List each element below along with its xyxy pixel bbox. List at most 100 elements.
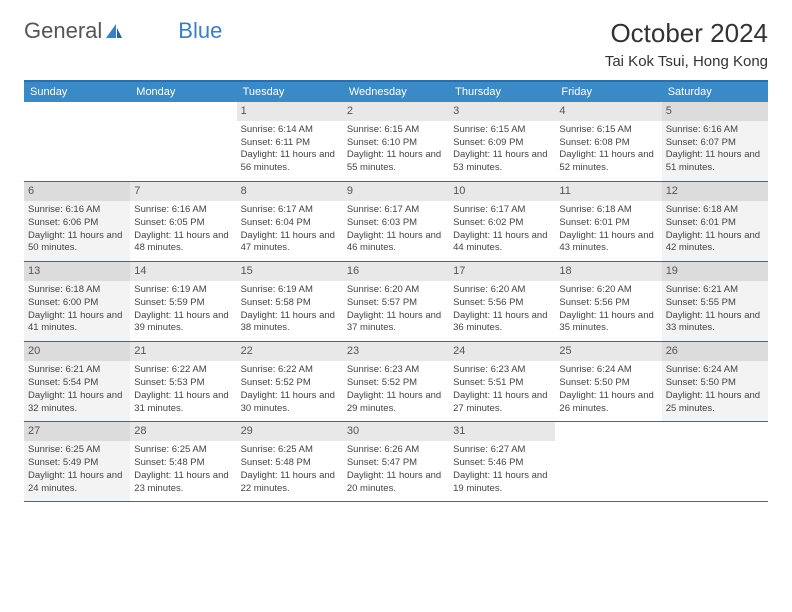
day-number: 13 (24, 262, 130, 281)
sunset-text: Sunset: 5:58 PM (241, 297, 339, 310)
daylight-text: Daylight: 11 hours and 35 minutes. (559, 310, 657, 336)
sunset-text: Sunset: 5:46 PM (453, 457, 551, 470)
sunrise-text: Sunrise: 6:16 AM (134, 204, 232, 217)
day-number: 31 (449, 422, 555, 441)
sunrise-text: Sunrise: 6:21 AM (28, 364, 126, 377)
sunrise-text: Sunrise: 6:18 AM (666, 204, 764, 217)
sunrise-text: Sunrise: 6:27 AM (453, 444, 551, 457)
daylight-text: Daylight: 11 hours and 32 minutes. (28, 390, 126, 416)
day-number: 30 (343, 422, 449, 441)
day-cell: 4Sunrise: 6:15 AMSunset: 6:08 PMDaylight… (555, 102, 661, 181)
daylight-text: Daylight: 11 hours and 27 minutes. (453, 390, 551, 416)
sunrise-text: Sunrise: 6:23 AM (453, 364, 551, 377)
sunset-text: Sunset: 5:56 PM (559, 297, 657, 310)
day-cell: 31 Sunrise: 6:27 AMSunset: 5:46 PMDayligh… (449, 422, 555, 501)
sunrise-text: Sunrise: 6:22 AM (134, 364, 232, 377)
week-row: 13Sunrise: 6:18 AMSunset: 6:00 PMDayligh… (24, 262, 768, 342)
weekday-header: Thursday (449, 82, 555, 102)
day-cell: 20Sunrise: 6:21 AMSunset: 5:54 PMDayligh… (24, 342, 130, 421)
day-number: 18 (555, 262, 661, 281)
sunrise-text: Sunrise: 6:18 AM (28, 284, 126, 297)
day-number: 9 (343, 182, 449, 201)
day-number: 11 (555, 182, 661, 201)
sunset-text: Sunset: 5:52 PM (241, 377, 339, 390)
daylight-text: Daylight: 11 hours and 44 minutes. (453, 230, 551, 256)
day-number: 29 (237, 422, 343, 441)
day-cell (24, 102, 130, 181)
day-cell: 5Sunrise: 6:16 AMSunset: 6:07 PMDaylight… (662, 102, 768, 181)
sunrise-text: Sunrise: 6:17 AM (347, 204, 445, 217)
day-cell (662, 422, 768, 501)
sunset-text: Sunset: 5:56 PM (453, 297, 551, 310)
daylight-text: Daylight: 11 hours and 20 minutes. (347, 470, 445, 496)
week-row: 1Sunrise: 6:14 AMSunset: 6:11 PMDaylight… (24, 102, 768, 182)
weekday-header: Saturday (662, 82, 768, 102)
day-number: 17 (449, 262, 555, 281)
daylight-text: Daylight: 11 hours and 31 minutes. (134, 390, 232, 416)
day-cell: 8Sunrise: 6:17 AMSunset: 6:04 PMDaylight… (237, 182, 343, 261)
sunset-text: Sunset: 5:47 PM (347, 457, 445, 470)
sunset-text: Sunset: 5:48 PM (241, 457, 339, 470)
daylight-text: Daylight: 11 hours and 51 minutes. (666, 149, 764, 175)
day-number: 7 (130, 182, 236, 201)
sunset-text: Sunset: 6:09 PM (453, 137, 551, 150)
daylight-text: Daylight: 11 hours and 48 minutes. (134, 230, 232, 256)
day-cell: 21Sunrise: 6:22 AMSunset: 5:53 PMDayligh… (130, 342, 236, 421)
day-number: 15 (237, 262, 343, 281)
sunrise-text: Sunrise: 6:17 AM (241, 204, 339, 217)
day-number: 12 (662, 182, 768, 201)
daylight-text: Daylight: 11 hours and 30 minutes. (241, 390, 339, 416)
day-cell: 25Sunrise: 6:24 AMSunset: 5:50 PMDayligh… (555, 342, 661, 421)
day-cell: 26Sunrise: 6:24 AMSunset: 5:50 PMDayligh… (662, 342, 768, 421)
day-number: 26 (662, 342, 768, 361)
daylight-text: Daylight: 11 hours and 41 minutes. (28, 310, 126, 336)
logo: General Blue (24, 18, 222, 44)
calendar: Sunday Monday Tuesday Wednesday Thursday… (24, 80, 768, 502)
sunrise-text: Sunrise: 6:24 AM (666, 364, 764, 377)
day-cell: 22Sunrise: 6:22 AMSunset: 5:52 PMDayligh… (237, 342, 343, 421)
sunset-text: Sunset: 6:02 PM (453, 217, 551, 230)
daylight-text: Daylight: 11 hours and 39 minutes. (134, 310, 232, 336)
daylight-text: Daylight: 11 hours and 22 minutes. (241, 470, 339, 496)
sunrise-text: Sunrise: 6:17 AM (453, 204, 551, 217)
sunset-text: Sunset: 6:08 PM (559, 137, 657, 150)
sunset-text: Sunset: 6:06 PM (28, 217, 126, 230)
day-cell: 1Sunrise: 6:14 AMSunset: 6:11 PMDaylight… (237, 102, 343, 181)
sunrise-text: Sunrise: 6:15 AM (347, 124, 445, 137)
sunset-text: Sunset: 5:48 PM (134, 457, 232, 470)
sunset-text: Sunset: 6:05 PM (134, 217, 232, 230)
sunset-text: Sunset: 5:51 PM (453, 377, 551, 390)
day-number: 5 (662, 102, 768, 121)
day-number: 3 (449, 102, 555, 121)
sunset-text: Sunset: 5:59 PM (134, 297, 232, 310)
daylight-text: Daylight: 11 hours and 47 minutes. (241, 230, 339, 256)
weekday-header: Friday (555, 82, 661, 102)
sunrise-text: Sunrise: 6:15 AM (559, 124, 657, 137)
daylight-text: Daylight: 11 hours and 36 minutes. (453, 310, 551, 336)
location: Tai Kok Tsui, Hong Kong (605, 53, 768, 70)
sunset-text: Sunset: 5:53 PM (134, 377, 232, 390)
day-cell: 13Sunrise: 6:18 AMSunset: 6:00 PMDayligh… (24, 262, 130, 341)
day-cell: 9Sunrise: 6:17 AMSunset: 6:03 PMDaylight… (343, 182, 449, 261)
sunset-text: Sunset: 6:01 PM (666, 217, 764, 230)
weekday-header: Wednesday (343, 82, 449, 102)
sunrise-text: Sunrise: 6:19 AM (134, 284, 232, 297)
sunset-text: Sunset: 5:57 PM (347, 297, 445, 310)
sunrise-text: Sunrise: 6:26 AM (347, 444, 445, 457)
day-cell: 17Sunrise: 6:20 AMSunset: 5:56 PMDayligh… (449, 262, 555, 341)
day-number: 24 (449, 342, 555, 361)
day-cell: 19Sunrise: 6:21 AMSunset: 5:55 PMDayligh… (662, 262, 768, 341)
daylight-text: Daylight: 11 hours and 19 minutes. (453, 470, 551, 496)
day-cell: 14Sunrise: 6:19 AMSunset: 5:59 PMDayligh… (130, 262, 236, 341)
day-number: 27 (24, 422, 130, 441)
logo-sail-icon (104, 22, 124, 40)
day-number: 2 (343, 102, 449, 121)
header: General Blue October 2024 Tai Kok Tsui, … (24, 18, 768, 70)
day-cell (130, 102, 236, 181)
sunrise-text: Sunrise: 6:16 AM (28, 204, 126, 217)
sunrise-text: Sunrise: 6:25 AM (134, 444, 232, 457)
daylight-text: Daylight: 11 hours and 38 minutes. (241, 310, 339, 336)
sunset-text: Sunset: 5:49 PM (28, 457, 126, 470)
daylight-text: Daylight: 11 hours and 23 minutes. (134, 470, 232, 496)
day-cell: 18Sunrise: 6:20 AMSunset: 5:56 PMDayligh… (555, 262, 661, 341)
